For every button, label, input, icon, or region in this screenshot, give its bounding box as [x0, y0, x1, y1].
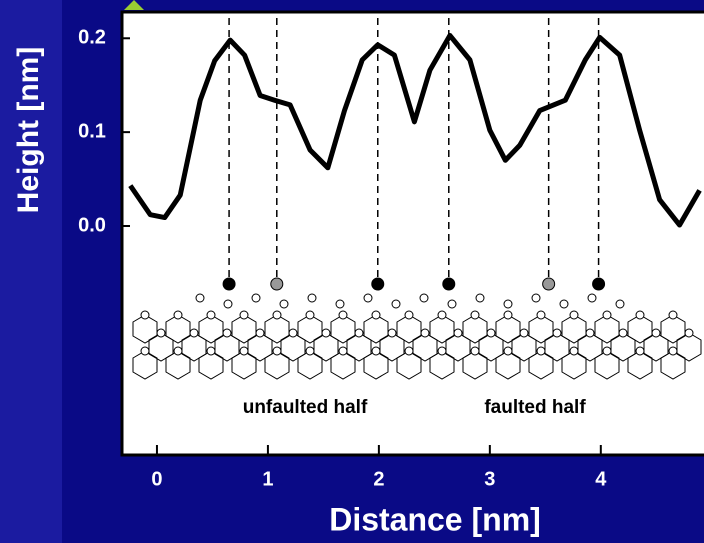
atom	[206, 346, 216, 356]
atom	[305, 310, 315, 320]
atom	[195, 293, 205, 303]
adatom	[270, 277, 284, 291]
atom	[279, 299, 289, 309]
atom	[189, 328, 199, 338]
atom	[569, 346, 579, 356]
atom	[338, 346, 348, 356]
annotation: faulted half	[484, 397, 586, 418]
adatom	[592, 277, 606, 291]
atom	[420, 328, 430, 338]
x-tick-label: 3	[484, 468, 495, 490]
atom	[559, 299, 569, 309]
atom	[239, 346, 249, 356]
atom	[585, 328, 595, 338]
atom	[272, 346, 282, 356]
atom	[173, 310, 183, 320]
adatom	[371, 277, 385, 291]
plot-area	[120, 10, 704, 457]
atom	[668, 310, 678, 320]
atom	[635, 310, 645, 320]
x-tick-label: 2	[373, 468, 384, 490]
atom	[684, 328, 694, 338]
atom	[404, 346, 414, 356]
atom	[635, 346, 645, 356]
atom	[371, 346, 381, 356]
atom	[321, 328, 331, 338]
atom	[223, 299, 233, 309]
atom	[618, 328, 628, 338]
y-tick-label: 0.1	[78, 120, 106, 142]
atom	[140, 310, 150, 320]
atom	[173, 346, 183, 356]
atom	[536, 310, 546, 320]
atom	[486, 328, 496, 338]
atom	[475, 293, 485, 303]
atom	[335, 299, 345, 309]
atom	[156, 328, 166, 338]
atom	[305, 346, 315, 356]
atom	[552, 328, 562, 338]
atom	[354, 328, 364, 338]
atom	[587, 293, 597, 303]
atom	[239, 310, 249, 320]
atom	[140, 346, 150, 356]
atom	[602, 310, 612, 320]
x-tick-label: 4	[595, 468, 607, 490]
atom	[519, 328, 529, 338]
atom	[453, 328, 463, 338]
atom	[503, 299, 513, 309]
atom	[404, 310, 414, 320]
atom	[371, 310, 381, 320]
side-strip	[0, 0, 62, 543]
atom	[391, 299, 401, 309]
atom	[602, 346, 612, 356]
x-axis-title: Distance [nm]	[329, 501, 541, 537]
adatom	[442, 277, 456, 291]
atom	[272, 310, 282, 320]
y-tick-label: 0.2	[78, 27, 106, 49]
atom	[536, 346, 546, 356]
y-axis-title: Height [nm]	[12, 47, 45, 214]
x-tick-label: 1	[262, 468, 273, 490]
atom	[206, 310, 216, 320]
atom	[288, 328, 298, 338]
atom	[615, 299, 625, 309]
atom	[338, 310, 348, 320]
atom	[437, 346, 447, 356]
atom	[531, 293, 541, 303]
x-tick-label: 0	[151, 468, 162, 490]
atom	[668, 346, 678, 356]
atom	[251, 293, 261, 303]
atom	[437, 310, 447, 320]
adatom	[222, 277, 236, 291]
atom	[255, 328, 265, 338]
atom	[419, 293, 429, 303]
y-tick-label: 0.0	[78, 214, 106, 236]
lattice-diagram	[132, 293, 702, 380]
annotation: unfaulted half	[243, 397, 368, 418]
adatom	[542, 277, 556, 291]
atom	[363, 293, 373, 303]
atom	[307, 293, 317, 303]
atom	[569, 310, 579, 320]
atom	[387, 328, 397, 338]
bullet-icon	[124, 0, 144, 10]
atom	[222, 328, 232, 338]
profile-line	[128, 32, 702, 228]
atom	[651, 328, 661, 338]
atom	[470, 310, 480, 320]
atom	[470, 346, 480, 356]
atom	[503, 310, 513, 320]
atom	[447, 299, 457, 309]
atom	[503, 346, 513, 356]
